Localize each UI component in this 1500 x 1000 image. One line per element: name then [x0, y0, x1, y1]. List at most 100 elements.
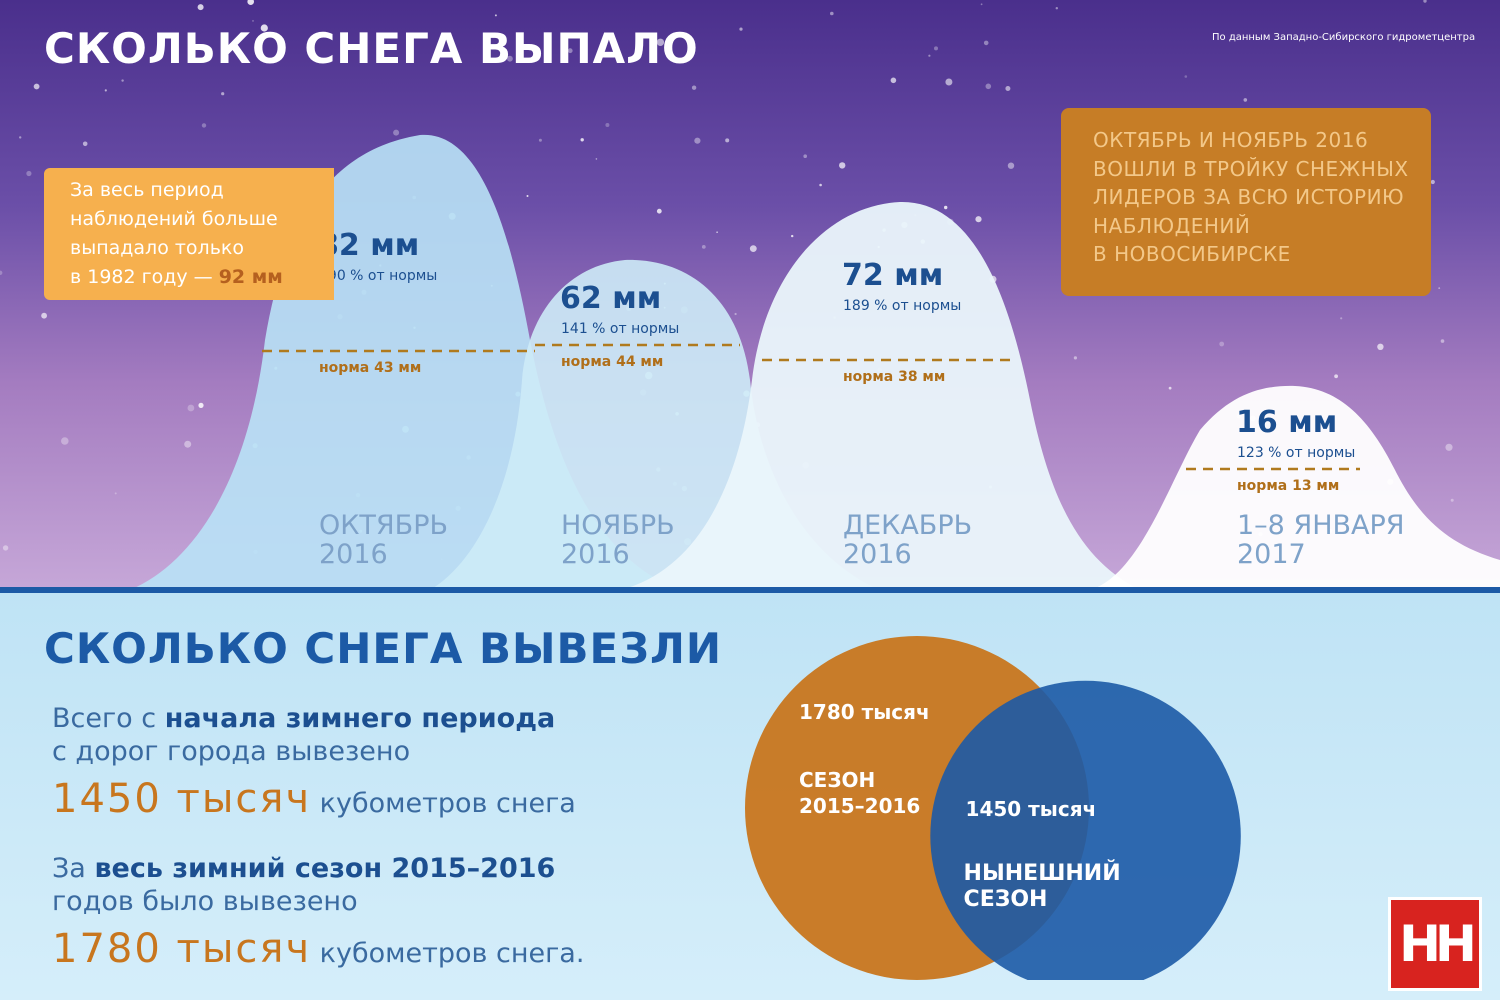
value-label: 62 мм — [560, 281, 661, 316]
snowflake — [114, 492, 117, 495]
snowflake — [1450, 498, 1454, 502]
snowflake — [701, 245, 706, 249]
snowflake — [507, 55, 513, 62]
snowflake — [33, 83, 40, 90]
note-line: выпадало только — [70, 237, 244, 259]
snowflake — [944, 205, 948, 210]
snowflake — [61, 437, 69, 445]
snowflake — [2, 545, 9, 551]
snowflake — [19, 136, 22, 139]
percent-label: 190 % от нормы — [319, 268, 437, 284]
snowflake — [1243, 98, 1248, 102]
norm-lines — [262, 343, 1360, 471]
snowflake — [983, 40, 989, 46]
snowflake — [197, 4, 204, 11]
note-value: 92 мм — [218, 266, 283, 288]
para-line: Всего с начала зимнего периода — [52, 702, 555, 735]
snowflake — [252, 19, 254, 22]
snowflake — [819, 183, 822, 187]
snowflake — [260, 24, 268, 32]
note-line: ЛИДЕРОВ ЗА ВСЮ ИСТОРИЮ — [1093, 185, 1405, 209]
snowflake — [1430, 179, 1435, 185]
snowflake — [1340, 317, 1343, 320]
para-line: годов было вывезено — [52, 886, 358, 917]
snowflake — [221, 92, 225, 96]
snowflake — [538, 138, 542, 142]
snowflake — [928, 54, 931, 57]
snowflake — [198, 402, 204, 408]
snowflake — [201, 123, 207, 128]
snowflake — [791, 234, 794, 238]
value-label: 16 мм — [1236, 405, 1337, 440]
venn-circle-current — [930, 680, 1241, 980]
snowflake — [82, 141, 88, 147]
paragraph-current: Всего с начала зимнего периода с дорог г… — [52, 702, 555, 768]
snowflake — [1377, 343, 1384, 350]
year-label: 2016 — [561, 539, 630, 570]
snowflake — [749, 245, 757, 253]
snowflake — [393, 129, 400, 136]
snowflake — [691, 85, 697, 90]
page-title: СКОЛЬКО СНЕГА ВЫПАЛО — [44, 24, 699, 73]
para-bold: весь зимний сезон 2015–2016 — [94, 853, 556, 884]
note-line: ВОШЛИ В ТРОЙКУ СНЕЖНЫХ — [1093, 156, 1409, 181]
snowflake — [494, 14, 497, 17]
paragraph-previous: За весь зимний сезон 2015–2016 годов был… — [52, 852, 555, 918]
note-line: В НОВОСИБИРСКЕ — [1093, 242, 1291, 266]
snowflake — [1184, 75, 1188, 78]
venn-set-label: СЕЗОН — [964, 887, 1048, 912]
snowflake — [934, 46, 938, 51]
year-label: 2016 — [319, 539, 388, 570]
para-line: с дорог города вывезено — [52, 736, 411, 767]
para-bold: начала зимнего периода — [164, 703, 556, 734]
snowflake — [656, 38, 665, 46]
snowflake — [121, 79, 124, 82]
percent-label: 123 % от нормы — [1237, 445, 1355, 461]
note-line: наблюдений больше — [70, 208, 278, 230]
snowflake — [975, 216, 982, 223]
snowflake — [1219, 341, 1225, 347]
snowflake — [0, 270, 3, 275]
snowflake — [41, 312, 47, 319]
snowflake — [694, 137, 701, 144]
value-label: 72 мм — [842, 258, 943, 293]
snowflake — [580, 138, 584, 142]
venn-set-label: СЕЗОН — [799, 768, 875, 792]
snowflake — [890, 77, 897, 84]
snowflake — [1168, 386, 1172, 390]
para-line: За весь зимний сезон 2015–2016 — [52, 852, 555, 885]
snowflake — [247, 0, 254, 5]
snowflake — [1440, 339, 1445, 343]
section-divider — [0, 587, 1500, 593]
big-number: 1450 тысяч — [52, 776, 312, 822]
snowflake — [595, 158, 598, 160]
snowflake — [1055, 7, 1059, 10]
note-leaders: ОКТЯБРЬ И НОЯБРЬ 2016 ВОШЛИ В ТРОЙКУ СНЕ… — [1061, 108, 1431, 296]
note-line: НАБЛЮДЕНИЙ — [1093, 213, 1251, 238]
snowflake — [1007, 162, 1015, 169]
month-label: НОЯБРЬ — [561, 510, 675, 541]
snowflake — [830, 11, 834, 16]
percent-label: 141 % от нормы — [561, 321, 679, 337]
big-value-previous: 1780 тысяч кубометров снега. — [52, 926, 584, 972]
big-unit: кубометров снега — [311, 788, 576, 819]
venn-value-label: 1780 тысяч — [799, 700, 930, 724]
note-line: За весь период — [70, 179, 224, 201]
snowflake — [526, 195, 529, 197]
snowflake — [1334, 374, 1338, 379]
snowflake — [567, 48, 573, 54]
source-note: По данным Западно-Сибирского гидрометцен… — [1212, 32, 1476, 43]
norm-label: норма 13 мм — [1237, 478, 1339, 494]
para-text: За — [52, 853, 95, 884]
para-text: Всего с — [52, 703, 165, 734]
snowflake — [803, 154, 807, 158]
snowflake — [716, 231, 718, 233]
snowflake — [605, 123, 610, 127]
norm-label: норма 44 мм — [561, 354, 663, 370]
month-label: ОКТЯБРЬ — [319, 510, 448, 541]
note-line: в 1982 году — 92 мм — [70, 263, 334, 292]
snowflake — [26, 170, 32, 177]
